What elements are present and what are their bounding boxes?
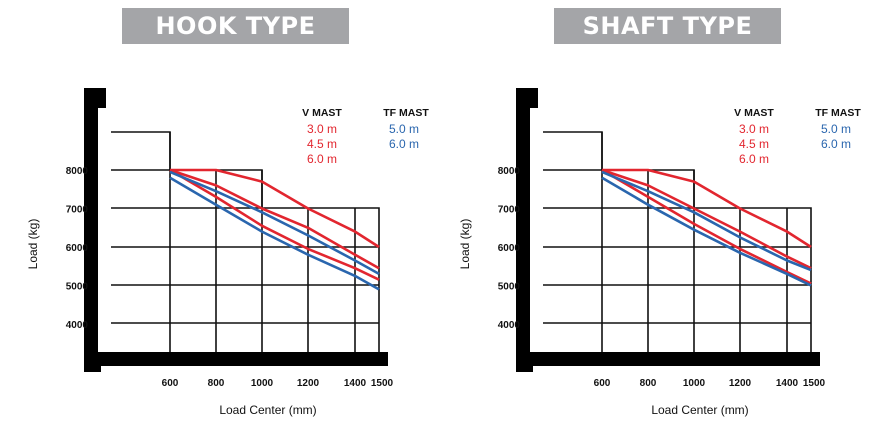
legend-vmast-item: 3.0 m xyxy=(739,122,769,136)
legend-vmast-item: 4.5 m xyxy=(739,137,769,151)
x-tick-label: 1000 xyxy=(683,378,706,389)
y-tick-label: 7000 xyxy=(498,205,521,216)
y-axis-label: Load (kg) xyxy=(26,219,40,270)
y-tick-label: 5000 xyxy=(66,282,89,293)
mast-bar xyxy=(84,94,98,370)
y-tick-label: 4000 xyxy=(66,320,89,331)
mast-hook xyxy=(516,88,538,108)
y-tick-label: 4000 xyxy=(498,320,521,331)
x-tick-label: 1200 xyxy=(297,378,320,389)
series-line-v-mast-3-0m xyxy=(602,168,812,249)
x-tick-label: 800 xyxy=(208,378,225,389)
x-tick-label: 1000 xyxy=(251,378,274,389)
hook-type-panel: HOOK TYPE 4000 5000 6000 7000 8000 600 800 1000… xyxy=(0,0,442,423)
legend-vmast-item: 6.0 m xyxy=(307,152,337,166)
hook-type-chart: 4000 5000 6000 7000 8000 600 800 1000 1200 1400 15… xyxy=(26,88,429,417)
legend-vmast-title: V MAST xyxy=(302,107,342,119)
legend-vmast-item: 3.0 m xyxy=(307,122,337,136)
fork-silhouette xyxy=(84,94,388,372)
legend-vmast-item: 4.5 m xyxy=(307,137,337,151)
series-line-tf-mast-6-0m xyxy=(169,176,380,291)
fork-silhouette xyxy=(516,94,820,372)
series-line-v-mast-6-0m xyxy=(601,168,812,285)
y-tick-label: 8000 xyxy=(66,166,89,177)
x-tick-label: 1500 xyxy=(371,378,394,389)
x-tick-label: 800 xyxy=(640,378,657,389)
x-tick-label: 1400 xyxy=(776,378,799,389)
legend-tfmast-title: TF MAST xyxy=(815,107,861,119)
series-line-tf-mast-6-0m xyxy=(601,176,812,287)
series-line-v-mast-4-5m xyxy=(601,168,812,270)
x-tick-label: 600 xyxy=(162,378,179,389)
series-line-tf-mast-5-0m xyxy=(601,170,812,272)
x-axis-label: Load Center (mm) xyxy=(651,403,748,417)
fork-blade xyxy=(98,352,388,366)
y-tick-label: 6000 xyxy=(498,243,521,254)
legend-vmast-item: 6.0 m xyxy=(739,152,769,166)
grid-outline xyxy=(543,131,812,358)
series-line-tf-mast-5-0m xyxy=(169,170,380,276)
mast-bar xyxy=(516,94,530,370)
x-tick-label: 1200 xyxy=(729,378,752,389)
legend-tfmast-title: TF MAST xyxy=(383,107,429,119)
y-axis-label: Load (kg) xyxy=(458,219,472,270)
shaft-type-title: SHAFT TYPE xyxy=(554,8,781,44)
series-line-v-mast-6-0m xyxy=(169,168,380,281)
legend-vmast-title: V MAST xyxy=(734,107,774,119)
series-line-v-mast-4-5m xyxy=(169,168,380,270)
mast-hook xyxy=(84,88,106,108)
fork-blade xyxy=(530,352,820,366)
x-tick-label: 600 xyxy=(594,378,611,389)
y-tick-label: 8000 xyxy=(498,166,521,177)
x-tick-label: 1400 xyxy=(344,378,367,389)
y-tick-label: 6000 xyxy=(66,243,89,254)
y-tick-label: 7000 xyxy=(66,205,89,216)
legend-tfmast-item: 6.0 m xyxy=(821,137,851,151)
legend-tfmast-item: 6.0 m xyxy=(389,137,419,151)
x-tick-label: 1500 xyxy=(803,378,826,389)
x-axis-label: Load Center (mm) xyxy=(219,403,316,417)
shaft-type-panel: SHAFT TYPE 4000 5000 6000 7000 8000 600 800 100… xyxy=(432,0,874,423)
series-line-v-mast-3-0m xyxy=(170,168,380,249)
legend-tfmast-item: 5.0 m xyxy=(821,122,851,136)
shaft-type-chart: 4000 5000 6000 7000 8000 600 800 1000 1200 1400 15… xyxy=(458,88,861,417)
hook-type-title: HOOK TYPE xyxy=(122,8,349,44)
legend-tfmast-item: 5.0 m xyxy=(389,122,419,136)
y-tick-label: 5000 xyxy=(498,282,521,293)
